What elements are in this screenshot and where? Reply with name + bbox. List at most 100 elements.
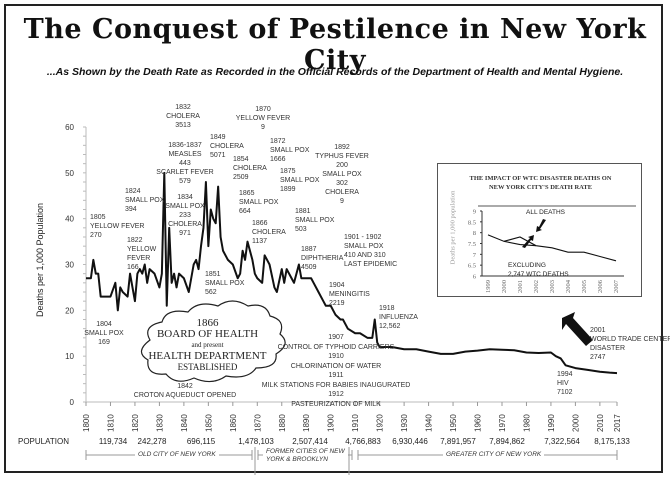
annotation-line: 1854 [233, 156, 249, 163]
annotation-line: CHOLERA [166, 113, 200, 120]
cloud-line2: and present [191, 341, 224, 349]
annotation-line: 1849 [210, 134, 226, 141]
annotation-line: DIPHTHERIA [301, 255, 344, 262]
annotation-line: 1822 [127, 237, 143, 244]
x-tick-label: 2010 [596, 414, 605, 432]
cloud-line3: HEALTH DEPARTMENT [148, 350, 267, 362]
inset-x-tick-label: 2007 [613, 279, 620, 293]
annotation-line: 1865 [239, 190, 255, 197]
period-label-line: FORMER CITIES OF NEW [266, 448, 345, 455]
annotation-line: 1887 [301, 246, 317, 253]
population-value: 7,894,862 [489, 437, 525, 446]
annotation: 1834 SMALL POX 233 CHOLERA 971 [165, 193, 204, 238]
wtc-arrow-icon [562, 312, 593, 346]
annotation-line: 166 [127, 264, 139, 271]
x-tick-label: 1980 [522, 414, 531, 432]
annotation-line: 2509 [233, 174, 249, 181]
cloud-line4: ESTABLISHED [177, 362, 238, 372]
x-tick-label: 1850 [204, 414, 213, 432]
annotation-line: INFLUENZA [379, 314, 418, 321]
period-label: OLD CITY OF NEW YORK [135, 451, 219, 459]
inset-y-tick-label: 6 [473, 274, 477, 281]
annotation-line: 1866 [252, 220, 268, 227]
annotation-line: MILK STATIONS FOR BABIES INAUGURATED [261, 381, 411, 389]
inset-x-tick-label: 2004 [565, 279, 572, 293]
death-rate-line [86, 171, 618, 375]
population-value: 7,891,957 [440, 437, 476, 446]
annotation-line: 971 [179, 230, 191, 237]
annotation: 2001 WORLD TRADE CENTER DISASTER 2747 [590, 326, 670, 362]
population-value: 4,766,883 [345, 437, 381, 446]
x-tick-label: 1820 [131, 414, 140, 432]
annotation-line: CHOLERA [325, 189, 359, 196]
annotation-line: 394 [125, 206, 137, 213]
annotation: 1836-1837 MEASLES 443 SCARLET FEVER 579 [156, 141, 213, 186]
inset-all-deaths-line [487, 234, 617, 262]
annotation-line: 9 [340, 198, 344, 205]
cloud-line1: BOARD OF HEALTH [156, 328, 259, 340]
annotation-line: 1137 [252, 238, 268, 245]
annotation-line: SMALL POX [125, 197, 165, 204]
inset-plot: 6 6.5 7 7.5 8 8.5 9 1999 2000 2001 2002 2003 2004 200… [468, 205, 636, 293]
annotation: 1822 YELLOW FEVER 166 [127, 236, 156, 272]
inset-x-tick-label: 2001 [517, 280, 524, 293]
inset-x-tick-label: 2000 [501, 280, 508, 293]
x-tick-label: 1920 [376, 414, 385, 432]
annotation-line: SCARLET FEVER [156, 169, 214, 176]
poster-frame [4, 4, 663, 473]
annotation-line: 5071 [210, 152, 226, 159]
annotation-line: SMALL POX [295, 217, 335, 224]
annotation: 1875 SMALL POX 1899 [280, 167, 319, 194]
annotation-line: SMALL POX [84, 330, 124, 337]
y-axis-label: Deaths per 1,000 Population [35, 202, 45, 318]
x-tick-label: 1960 [474, 414, 483, 432]
annotation: 1849 CHOLERA 5071 [210, 133, 244, 160]
annotation: 1865 SMALL POX 664 [239, 189, 278, 216]
annotation-line: 1912 [328, 391, 344, 398]
inset-title-line2: NEW YORK CITY'S DEATH RATE [488, 184, 593, 191]
annotation-line: LAST EPIDEMIC [344, 261, 398, 268]
x-tick-label: 1830 [155, 414, 164, 432]
population-value: 6,930,446 [392, 437, 428, 446]
annotation-line: SMALL POX [205, 280, 245, 287]
inset-y-tick-label: 8.5 [468, 219, 476, 226]
annotation: 1851 SMALL POX 562 [205, 270, 244, 297]
annotation-line: SMALL POX [270, 147, 310, 154]
x-tick-label: 1910 [351, 414, 360, 432]
annotation-line: CHOLERA [233, 165, 267, 172]
annotation-line: CROTON AQUEDUCT OPENED [133, 392, 237, 399]
annotation-line: SMALL POX [344, 243, 384, 250]
annotation: 1805 YELLOW FEVER 270 [90, 213, 144, 240]
annotation-line: 1842 [177, 383, 193, 390]
x-tick-label: 2017 [613, 414, 622, 432]
annotation: 1901 - 1902 SMALL POX 410 AND 310 LAST EPID… [344, 233, 397, 269]
period-label: GREATER CITY OF NEW YORK [443, 451, 545, 459]
annotation: 1866 CHOLERA 1137 [252, 219, 286, 246]
inset-y-tick-label: 7.5 [468, 241, 476, 248]
annotation-line: 503 [295, 226, 307, 233]
annotation-line: 579 [179, 178, 191, 185]
annotation-line: 4509 [301, 264, 317, 271]
annotation-line: 1881 [295, 208, 311, 215]
annotation-line: 1805 [90, 214, 106, 221]
annotation-line: 270 [90, 232, 102, 239]
poster-title: The Conquest of Pestilence in New York C… [23, 14, 647, 76]
annotation-line: 1872 [270, 138, 286, 145]
annotation-line: 2219 [329, 300, 345, 307]
period-label-line: YORK & BROOKLYN [266, 456, 328, 463]
period-label-line: OLD CITY OF NEW YORK [138, 451, 216, 458]
inset-x-tick-label: 1999 [485, 280, 492, 293]
inset-y-tick-label: 7 [473, 252, 477, 259]
annotation: 1854 CHOLERA 2509 [233, 155, 267, 182]
annotation-line: YELLOW FEVER [235, 115, 291, 122]
annotation-line: SMALL POX [322, 171, 362, 178]
annotation: 1887 DIPHTHERIA 4509 [301, 245, 343, 272]
y-tick-label: 50 [65, 169, 74, 178]
period-label-line: GREATER CITY OF NEW YORK [446, 451, 542, 458]
annotation: 1842 CROTON AQUEDUCT OPENED [134, 382, 236, 400]
annotation-line: 1834 [177, 194, 193, 201]
annotation-line: CONTROL OF TYPHOID CARRIERS [277, 343, 395, 351]
annotation: 1870 YELLOW FEVER 9 [236, 105, 290, 132]
annotation-line: 1870 [255, 106, 271, 113]
wtc-inset-chart: THE IMPACT OF WTC DISASTER DEATHS ON NEW… [437, 163, 642, 297]
